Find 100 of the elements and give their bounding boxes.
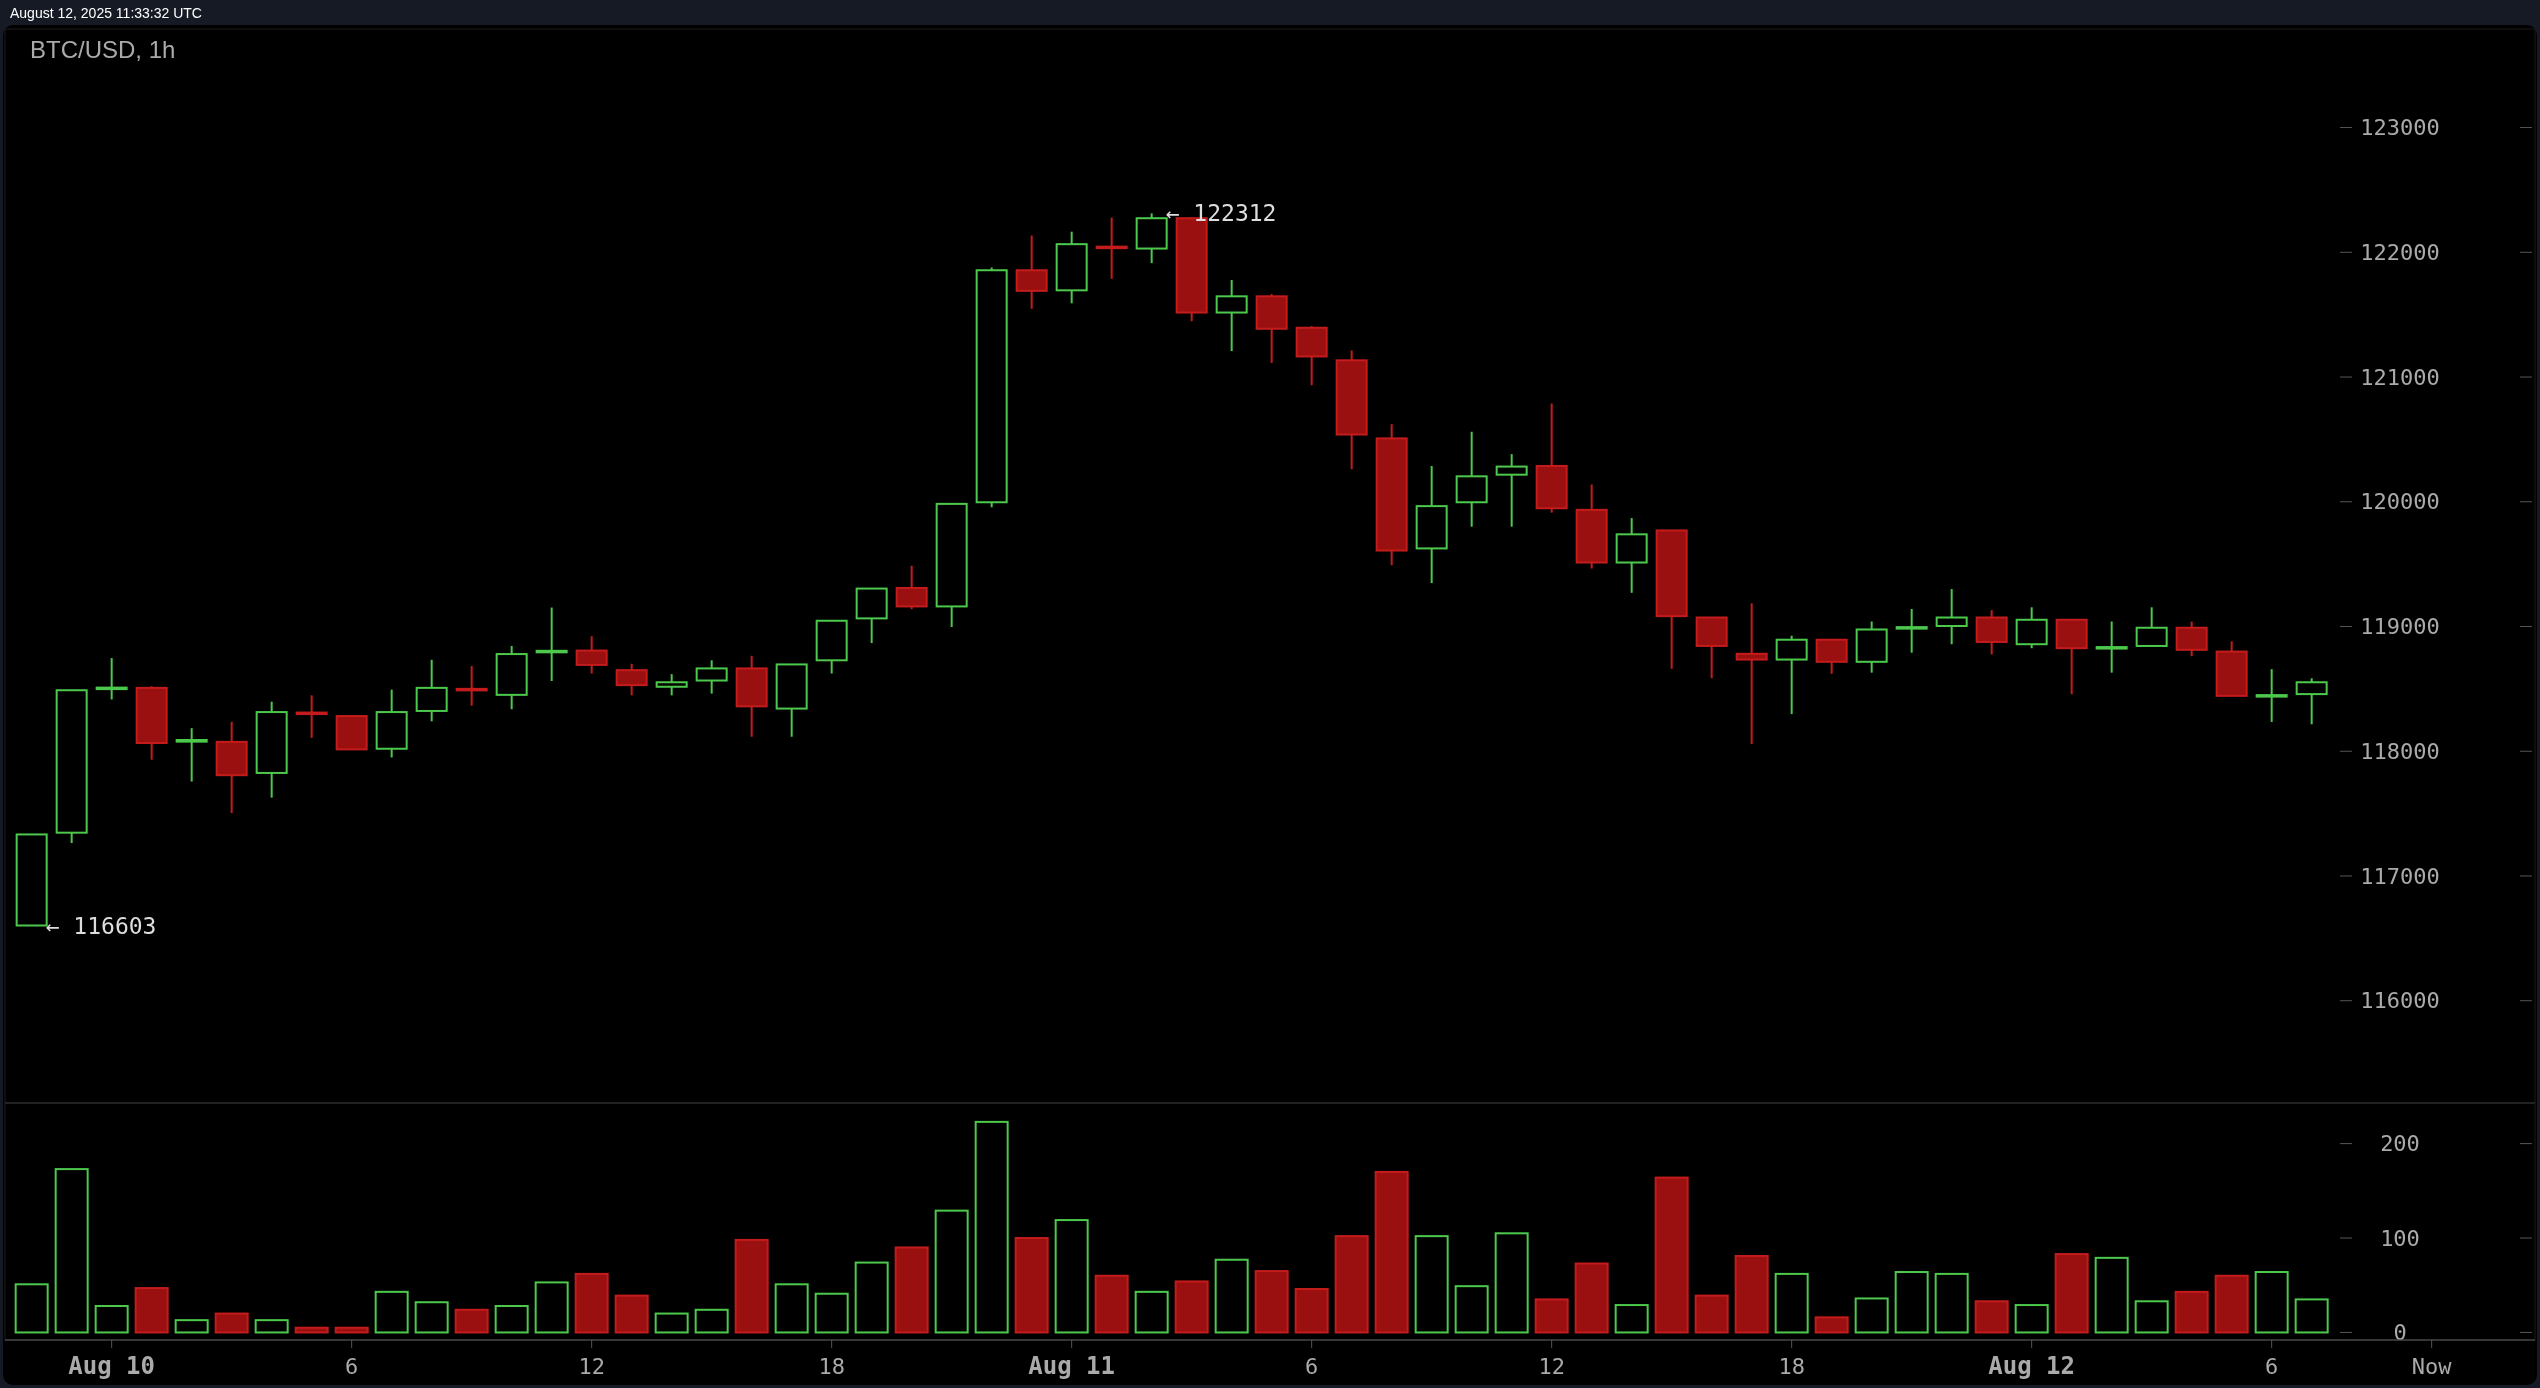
bar [94, 1305, 129, 1334]
bar [414, 1301, 449, 1334]
bar [1414, 1235, 1449, 1334]
bar [1334, 1235, 1369, 1334]
candlestick [1215, 278, 1248, 353]
bar [134, 1287, 169, 1334]
bar [1894, 1271, 1929, 1334]
bar [334, 1326, 369, 1334]
y-tick-label: 0 [2393, 1320, 2407, 1346]
bar [1974, 1300, 2009, 1334]
y-tick-label: 120000 [2360, 489, 2440, 515]
bar [2014, 1304, 2049, 1334]
bar [2094, 1256, 2129, 1334]
bar [2254, 1271, 2289, 1334]
bar [214, 1312, 249, 1334]
bar [1054, 1219, 1089, 1334]
y-tick-label: 200 [2380, 1131, 2420, 1157]
bar [1494, 1232, 1529, 1334]
chart-title: BTC/USD, 1h [30, 36, 176, 63]
bar [174, 1319, 209, 1334]
candlestick [1615, 517, 1648, 594]
bar [894, 1246, 929, 1334]
y-tick-label: 100 [2380, 1225, 2420, 1251]
annotation: ← 116603 [45, 912, 157, 939]
bar [534, 1281, 569, 1334]
bar [654, 1312, 689, 1334]
x-tick-label: 6 [1305, 1354, 1319, 1379]
candlestick [1735, 602, 1768, 746]
y-tick-label: 123000 [2360, 115, 2440, 141]
bar [1454, 1285, 1489, 1334]
bar [1694, 1294, 1729, 1334]
bar [1934, 1272, 1969, 1334]
y-tick-label: 119000 [2360, 614, 2440, 640]
bar [1134, 1290, 1169, 1334]
bar [734, 1238, 769, 1334]
bar [1254, 1270, 1289, 1334]
bar [1294, 1288, 1329, 1334]
bar [1814, 1316, 1849, 1334]
y-tick-label: 117000 [2360, 863, 2440, 889]
candlestick [1415, 464, 1448, 585]
bar [854, 1261, 889, 1334]
bar [494, 1305, 529, 1334]
x-tick-label: Aug 10 [68, 1352, 156, 1380]
x-tick-label: 12 [578, 1354, 605, 1379]
candlestick [1335, 349, 1368, 471]
x-tick-label: Aug 12 [1988, 1352, 2076, 1380]
bar [254, 1319, 289, 1334]
x-tick-label: Now [2411, 1354, 2453, 1379]
x-tick-label: 12 [1538, 1354, 1565, 1379]
bar [1574, 1262, 1609, 1334]
candlestick [215, 720, 248, 815]
bar [2294, 1298, 2329, 1334]
bar [14, 1283, 49, 1334]
candlestick [1895, 608, 1928, 654]
bar [1774, 1272, 1809, 1334]
candlestick [2095, 620, 2128, 674]
x-tick-label: Aug 11 [1028, 1352, 1116, 1380]
bar [1854, 1297, 1889, 1334]
bar [1654, 1176, 1689, 1334]
bar [454, 1308, 489, 1334]
bar [2054, 1253, 2089, 1334]
bar [1374, 1170, 1409, 1334]
bar [574, 1272, 609, 1334]
bar [1094, 1274, 1129, 1334]
x-tick-label: 18 [818, 1354, 845, 1379]
chart-subtitle: August 12, 2025 11:33:32 UTC [10, 5, 202, 21]
bar [934, 1209, 969, 1334]
bar [974, 1120, 1009, 1334]
bar [694, 1308, 729, 1334]
y-tick-label: 118000 [2360, 738, 2440, 764]
candlestick [1375, 423, 1408, 567]
bar [2214, 1274, 2249, 1334]
bar [1214, 1258, 1249, 1334]
candlestick [1015, 234, 1048, 310]
candlestick [535, 606, 568, 683]
candlestick [2255, 668, 2288, 723]
bar [2134, 1300, 2169, 1334]
bar [1614, 1304, 1649, 1334]
bar [774, 1283, 809, 1334]
bar [614, 1294, 649, 1334]
bar [1014, 1237, 1049, 1334]
bar [814, 1292, 849, 1334]
candlestick [575, 635, 608, 675]
bar [1734, 1254, 1769, 1334]
annotation: ← 122312 [1165, 200, 1277, 227]
bar [1534, 1298, 1569, 1334]
candlestick [1495, 453, 1528, 528]
candlestick [175, 727, 208, 783]
bar [2174, 1290, 2209, 1334]
bar [1174, 1280, 1209, 1334]
candlestick [1455, 430, 1488, 528]
y-tick-label: 121000 [2360, 364, 2440, 390]
candlestick [1935, 588, 1968, 646]
y-tick-label: 116000 [2360, 988, 2440, 1014]
bar [294, 1326, 329, 1334]
bar [374, 1290, 409, 1334]
x-tick-label: 18 [1778, 1354, 1805, 1379]
y-tick-label: 122000 [2360, 239, 2440, 265]
bar [54, 1168, 89, 1334]
x-tick-label: 6 [345, 1354, 359, 1379]
